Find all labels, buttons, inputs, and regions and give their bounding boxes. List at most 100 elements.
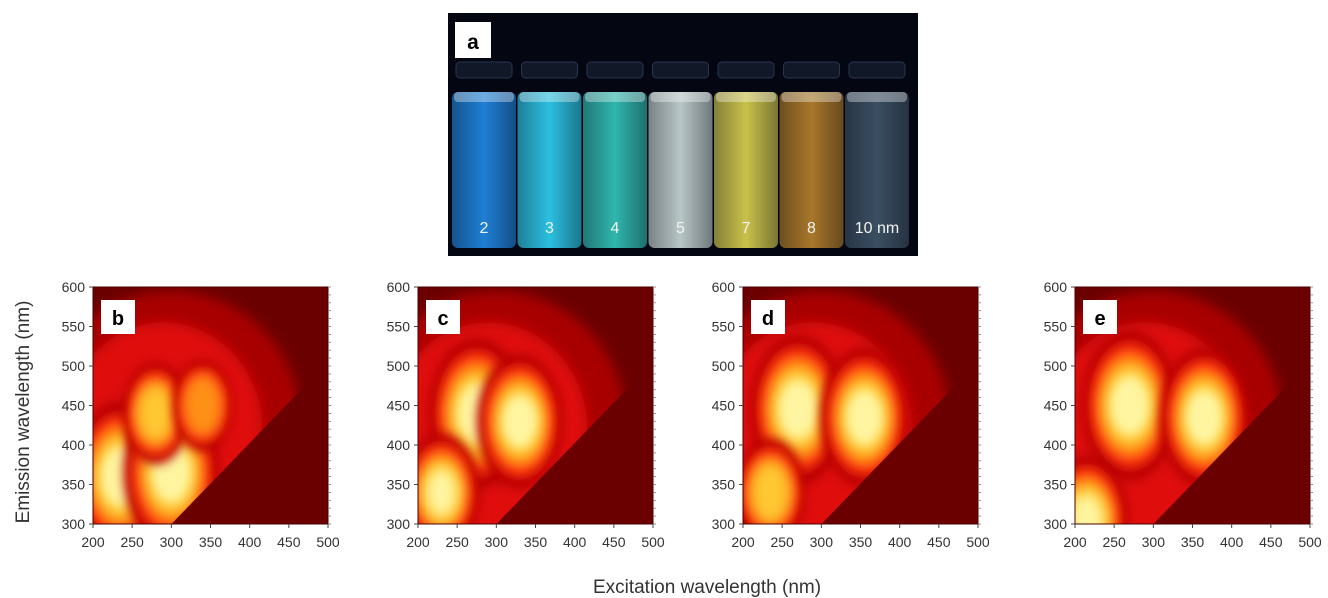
- y-tick-label: 350: [387, 477, 411, 493]
- x-tick-label: 250: [1102, 534, 1126, 550]
- vial-cap: [717, 61, 775, 79]
- heatmap-peak: [852, 398, 877, 437]
- panel-label: c: [437, 308, 448, 330]
- heatmap-panel-e: e 300 350 400 450 500 550 600 200 250 300 350 400 450…: [1044, 279, 1322, 550]
- heatmap-signal: [743, 290, 951, 524]
- y-tick-label: 450: [62, 398, 86, 414]
- x-tick-label: 250: [770, 534, 794, 550]
- vial: 10 nm: [845, 61, 909, 248]
- vial-cap: [521, 61, 578, 79]
- x-tick-label: 350: [849, 534, 873, 550]
- heatmap-peak: [1075, 493, 1104, 524]
- x-tick-label: 400: [238, 534, 262, 550]
- vial-meniscus: [585, 92, 645, 102]
- y-tick-label: 350: [712, 477, 736, 493]
- y-tick-label: 400: [1044, 437, 1068, 453]
- panel-label-box: [1083, 300, 1117, 334]
- x-tick-label: 300: [1142, 534, 1166, 550]
- x-tick-label: 350: [199, 534, 223, 550]
- y-axis-label: Emission wavelength (nm): [13, 301, 34, 524]
- x-tick-label: 400: [563, 534, 587, 550]
- y-tick-label: 600: [387, 279, 411, 295]
- y-tick-label: 400: [387, 437, 411, 453]
- vial-meniscus: [519, 92, 580, 102]
- y-tick-label: 500: [712, 358, 736, 374]
- heatmap-peak: [784, 388, 811, 431]
- vial-meniscus: [454, 92, 514, 102]
- x-tick-label: 400: [888, 534, 912, 550]
- y-tick-label: 300: [387, 516, 411, 532]
- vial: 8: [779, 61, 844, 248]
- heatmap-peak: [508, 402, 532, 440]
- y-tick-label: 550: [387, 319, 411, 335]
- x-tick-label: 450: [602, 534, 626, 550]
- vial: 5: [648, 61, 713, 248]
- vial-meniscus: [847, 92, 907, 102]
- x-tick-label: 300: [810, 534, 834, 550]
- x-tick-label: 250: [120, 534, 144, 550]
- x-tick-label: 500: [1298, 534, 1322, 550]
- x-tick-label: 300: [485, 534, 509, 550]
- vial-liquid: [845, 92, 909, 248]
- heatmap-panel-d: d 300 350 400 450 500 550 600 200 250 300 350 400 450…: [712, 279, 990, 550]
- x-tick-label: 400: [1220, 534, 1244, 550]
- panel-label: d: [762, 308, 774, 330]
- y-tick-label: 600: [62, 279, 86, 295]
- vial-cap: [783, 61, 840, 79]
- heatmap-peak: [1192, 398, 1217, 437]
- y-tick-label: 450: [1044, 398, 1068, 414]
- vial-cap: [848, 61, 906, 79]
- x-tick-label: 500: [966, 534, 990, 550]
- y-tick-label: 300: [62, 516, 86, 532]
- y-tick-label: 300: [1044, 516, 1068, 532]
- vial-label: 7: [742, 220, 751, 237]
- heatmap-peak: [138, 386, 173, 441]
- heatmap-peak: [1116, 384, 1143, 427]
- vial-meniscus: [781, 92, 842, 102]
- vial-meniscus: [716, 92, 776, 102]
- x-tick-label: 250: [445, 534, 469, 550]
- y-tick-label: 450: [712, 398, 736, 414]
- vial-liquid: [452, 92, 516, 248]
- x-tick-label: 500: [641, 534, 665, 550]
- x-tick-label: 200: [1063, 534, 1087, 550]
- x-tick-label: 450: [277, 534, 301, 550]
- heatmap-panel-b: b 300 350 400 450 500 550 600 200 250 300 350 400 450…: [62, 279, 340, 550]
- y-tick-label: 550: [712, 319, 736, 335]
- x-tick-label: 450: [927, 534, 951, 550]
- vial-label: 5: [676, 220, 685, 237]
- panel-label: e: [1094, 308, 1105, 330]
- vial-liquid: [517, 92, 582, 248]
- vial-group: 2 3 4 5 7 8 10 nm: [452, 61, 909, 248]
- x-tick-label: 350: [1181, 534, 1205, 550]
- vial-liquid: [714, 92, 778, 248]
- vial-label: 8: [807, 220, 816, 237]
- panel-label-box: [426, 300, 460, 334]
- y-tick-label: 350: [1044, 477, 1068, 493]
- y-tick-label: 400: [712, 437, 736, 453]
- x-tick-label: 350: [524, 534, 548, 550]
- vial-label: 4: [611, 220, 620, 237]
- y-tick-label: 500: [1044, 358, 1068, 374]
- vial-label: 10 nm: [855, 220, 899, 237]
- x-tick-label: 200: [731, 534, 755, 550]
- vial-cap: [455, 61, 513, 79]
- heatmap-panel-c: c 300 350 400 450 500 550 600 200 250 300 350 400 450…: [387, 279, 665, 550]
- vial-cap: [652, 61, 709, 79]
- heatmap-peak: [183, 375, 222, 436]
- vial-label: 3: [545, 220, 554, 237]
- y-tick-label: 500: [387, 358, 411, 374]
- vial-meniscus: [650, 92, 711, 102]
- heatmap-peak: [426, 468, 457, 517]
- x-tick-label: 500: [316, 534, 340, 550]
- vial-photo-panel: 2 3 4 5 7 8 10 nm a: [448, 13, 918, 256]
- vial: 4: [583, 61, 647, 248]
- x-tick-label: 300: [160, 534, 184, 550]
- vial-liquid: [583, 92, 647, 248]
- x-tick-label: 200: [81, 534, 105, 550]
- vial: 3: [517, 61, 582, 248]
- heatmap-panels: b 300 350 400 450 500 550 600 200 250 300 350 400 450…: [62, 279, 1322, 550]
- y-tick-label: 550: [62, 319, 86, 335]
- heatmap-peak: [752, 463, 789, 521]
